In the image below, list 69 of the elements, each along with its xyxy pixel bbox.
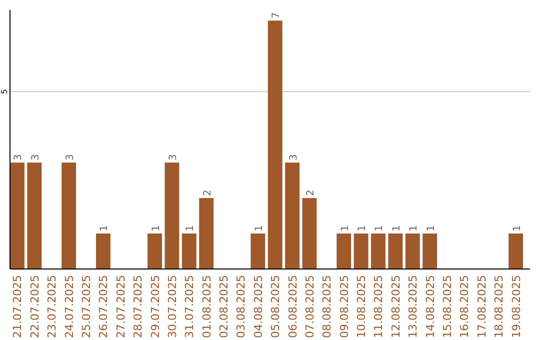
bar bbox=[27, 162, 42, 269]
x-tick-label: 07.08.2025 bbox=[303, 275, 316, 338]
data-label: 1 bbox=[391, 225, 402, 232]
data-label: 1 bbox=[254, 225, 265, 232]
data-label: 1 bbox=[408, 225, 420, 232]
data-label: 3 bbox=[288, 154, 300, 161]
bar bbox=[268, 20, 282, 269]
bar bbox=[10, 162, 24, 269]
bar bbox=[336, 234, 352, 269]
data-label: 3 bbox=[13, 154, 24, 161]
bar bbox=[285, 162, 300, 269]
x-tick-label: 28.07.2025 bbox=[132, 275, 145, 338]
data-label: 1 bbox=[512, 225, 523, 232]
x-tick-label: 12.08.2025 bbox=[389, 275, 402, 338]
data-label: 1 bbox=[185, 225, 196, 232]
bar bbox=[148, 234, 162, 269]
bar bbox=[250, 234, 266, 269]
x-tick-label: 15.08.2025 bbox=[441, 275, 454, 338]
data-label: 3 bbox=[30, 154, 42, 161]
x-tick-label: 08.08.2025 bbox=[320, 275, 334, 338]
data-label: 1 bbox=[357, 225, 368, 232]
bar bbox=[164, 162, 180, 269]
x-tick-label: 09.08.2025 bbox=[338, 275, 351, 338]
data-label: 1 bbox=[374, 225, 386, 232]
x-tick-label: 10.08.2025 bbox=[355, 275, 368, 338]
x-tick-label: 13.08.2025 bbox=[406, 275, 420, 338]
data-label: 7 bbox=[271, 12, 282, 19]
bar bbox=[199, 198, 214, 269]
x-tick-label: 24.07.2025 bbox=[62, 275, 76, 338]
x-tick-label: 01.08.2025 bbox=[200, 275, 214, 338]
bar bbox=[302, 198, 317, 269]
bar bbox=[508, 234, 523, 269]
data-label: 1 bbox=[340, 225, 351, 232]
data-label: 3 bbox=[64, 154, 76, 161]
bar bbox=[388, 234, 403, 269]
bar bbox=[371, 234, 386, 269]
x-tick-label: 03.08.2025 bbox=[234, 275, 248, 338]
x-tick-label: 02.08.2025 bbox=[218, 275, 231, 338]
bar bbox=[96, 234, 110, 269]
data-label: 3 bbox=[168, 154, 179, 161]
x-tick-label: 21.07.2025 bbox=[11, 275, 24, 338]
bar bbox=[354, 234, 368, 269]
x-tick-label: 16.08.2025 bbox=[458, 275, 472, 338]
x-tick-label: 14.08.2025 bbox=[424, 275, 437, 338]
data-label: 1 bbox=[99, 225, 110, 232]
data-label: 2 bbox=[202, 190, 214, 196]
bar bbox=[62, 162, 76, 269]
data-label: 2 bbox=[305, 190, 316, 196]
data-label: 1 bbox=[426, 225, 437, 232]
x-tick-label: 30.07.2025 bbox=[166, 275, 179, 338]
x-tick-label: 22.07.2025 bbox=[28, 275, 42, 338]
x-tick-label: 18.08.2025 bbox=[492, 275, 506, 338]
x-tick-label: 05.08.2025 bbox=[269, 275, 282, 338]
x-tick-label: 26.07.2025 bbox=[97, 275, 110, 338]
y-tick-label: 5 bbox=[0, 89, 9, 94]
x-tick-label: 19.08.2025 bbox=[510, 275, 523, 338]
bar bbox=[422, 234, 438, 269]
bar bbox=[405, 234, 420, 269]
x-tick-label: 23.07.2025 bbox=[46, 275, 59, 338]
x-tick-label: 06.08.2025 bbox=[286, 275, 300, 338]
x-tick-label: 29.07.2025 bbox=[148, 275, 162, 338]
x-tick-label: 04.08.2025 bbox=[252, 275, 265, 338]
x-tick-label: 25.07.2025 bbox=[80, 275, 93, 338]
x-tick-label: 31.07.2025 bbox=[183, 275, 196, 338]
x-tick-label: 27.07.2025 bbox=[114, 275, 128, 338]
data-label: 1 bbox=[150, 225, 162, 232]
x-tick-label: 11.08.2025 bbox=[372, 275, 386, 338]
bar bbox=[182, 234, 196, 269]
x-tick-label: 17.08.2025 bbox=[475, 275, 488, 338]
